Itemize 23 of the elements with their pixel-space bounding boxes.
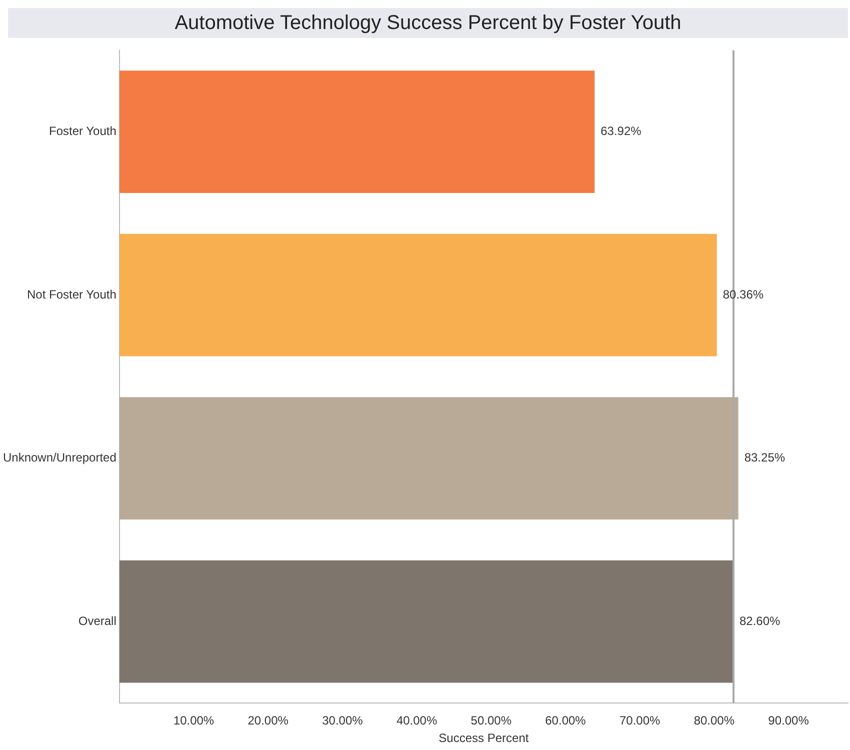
x-tick-label: 60.00%: [545, 714, 586, 728]
x-tick-label: 40.00%: [396, 714, 438, 728]
x-tick-label: 70.00%: [619, 714, 661, 728]
x-tick-label: 20.00%: [248, 714, 289, 728]
bar: [119, 560, 734, 683]
data-label: 82.60%: [740, 614, 781, 628]
data-label: 80.36%: [722, 287, 764, 302]
y-tick-label: Foster Youth: [49, 124, 116, 138]
x-tick-label: 10.00%: [173, 714, 214, 728]
x-axis-title: Success Percent: [438, 731, 530, 746]
x-tick-label: 80.00%: [694, 714, 735, 728]
y-tick-label: Not Foster Youth: [27, 287, 116, 302]
y-tick-label: Overall: [78, 614, 116, 628]
bar: [119, 70, 595, 194]
data-label: 83.25%: [744, 450, 786, 465]
data-label: 63.92%: [600, 124, 642, 138]
x-tick-label: 90.00%: [768, 714, 810, 728]
chart-title: Automotive Technology Success Percent by Foster Youth: [8, 8, 848, 38]
bar: [119, 397, 738, 520]
x-tick-label: 50.00%: [470, 714, 512, 728]
y-tick-label: Unknown/Unreported: [2, 450, 116, 465]
bar: [119, 234, 717, 356]
x-tick-label: 30.00%: [322, 714, 364, 728]
